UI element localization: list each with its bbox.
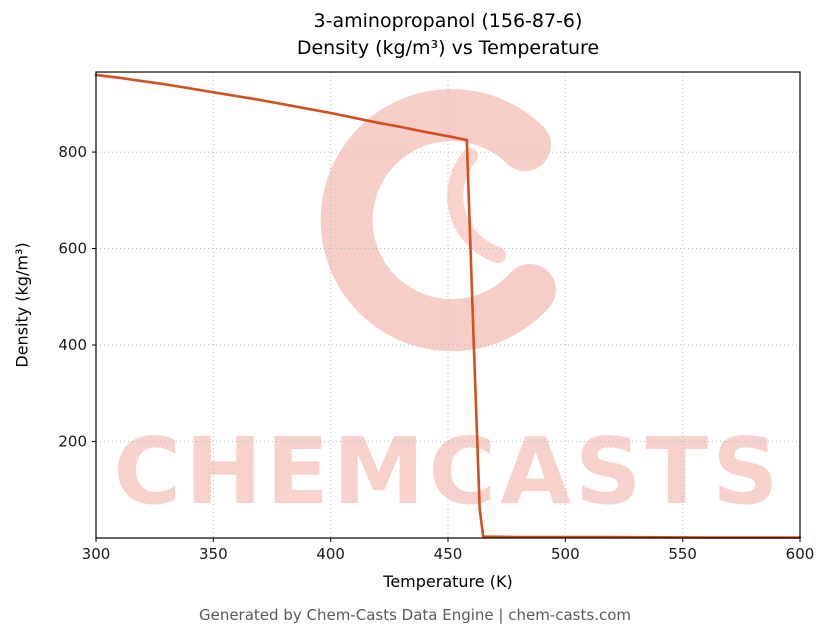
chart-title: 3-aminopropanol (156-87-6) Density (kg/m… bbox=[96, 8, 800, 62]
svg-text:600: 600 bbox=[786, 545, 815, 563]
svg-text:800: 800 bbox=[58, 143, 87, 161]
svg-text:550: 550 bbox=[668, 545, 697, 563]
svg-text:350: 350 bbox=[199, 545, 228, 563]
footer-credit: Generated by Chem-Casts Data Engine | ch… bbox=[198, 606, 632, 624]
svg-text:500: 500 bbox=[551, 545, 580, 563]
svg-text:450: 450 bbox=[434, 545, 463, 563]
plot-border bbox=[95, 71, 801, 539]
svg-text:600: 600 bbox=[58, 240, 87, 258]
svg-text:400: 400 bbox=[58, 336, 87, 354]
svg-text:300: 300 bbox=[82, 545, 111, 563]
x-axis-label: Temperature (K) bbox=[383, 572, 513, 591]
svg-text:400: 400 bbox=[316, 545, 345, 563]
axis-ticks bbox=[92, 151, 801, 542]
y-axis-label: Density (kg/m³) bbox=[12, 242, 32, 368]
svg-text:200: 200 bbox=[58, 433, 87, 451]
grid-lines bbox=[95, 72, 801, 538]
chart-title-line2: Density (kg/m³) vs Temperature bbox=[296, 37, 600, 59]
chart-title-line1: 3-aminopropanol (156-87-6) bbox=[313, 10, 583, 32]
tick-labels: 300 350 400 450 500 550 600 200 400 600 800 bbox=[58, 143, 814, 563]
data-line-density bbox=[94, 73, 802, 539]
